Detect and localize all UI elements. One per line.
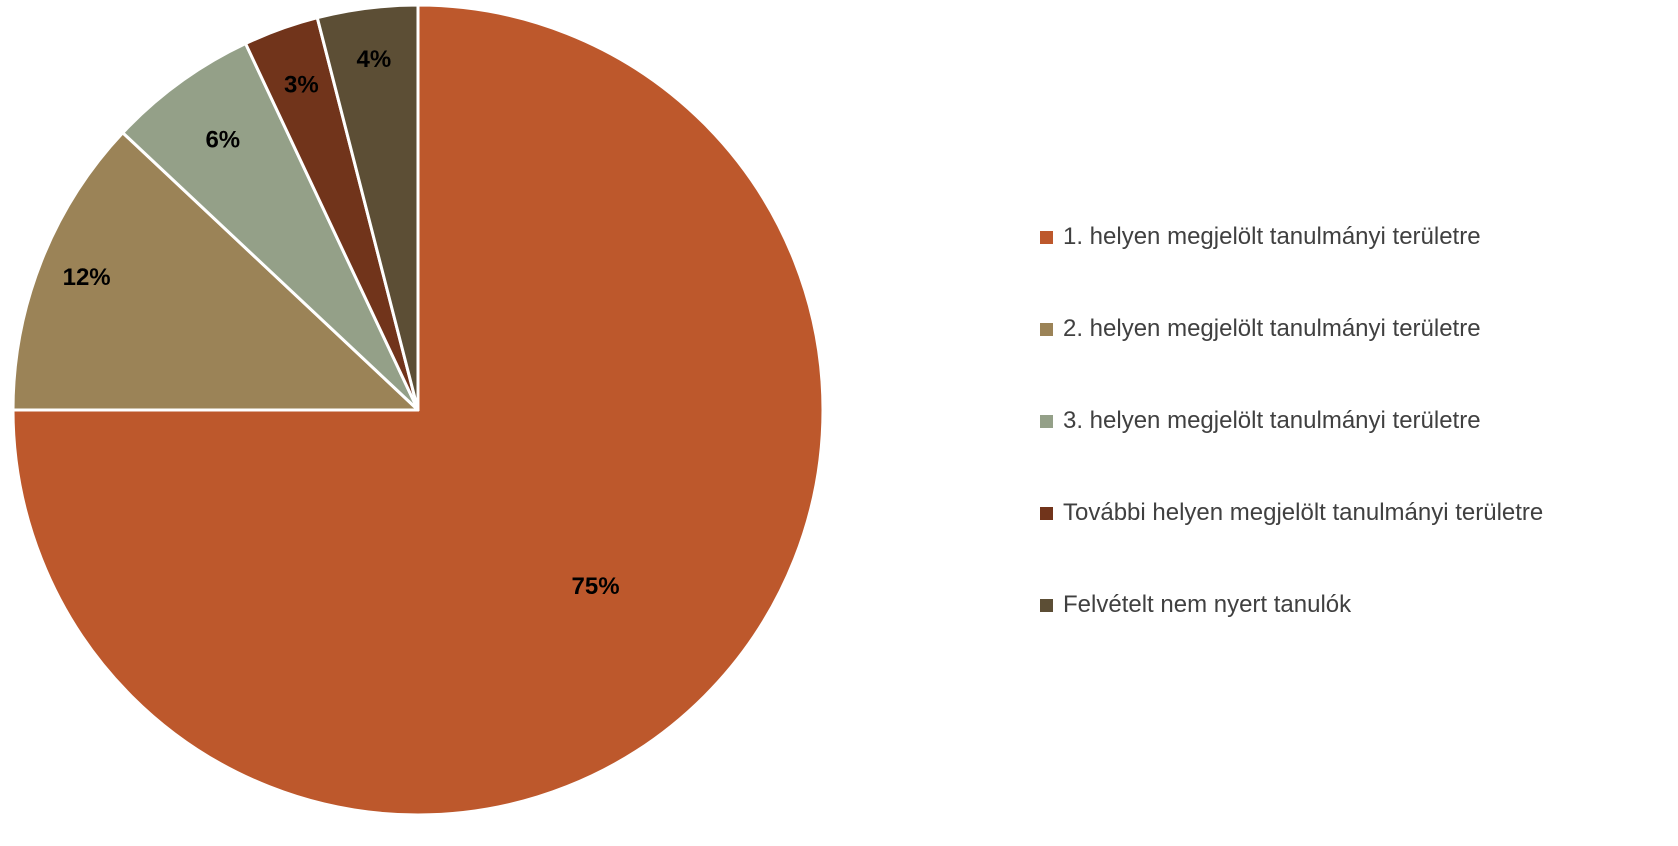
- legend-item: Felvételt nem nyert tanulók: [1040, 588, 1543, 622]
- pie-slice: [315, 3, 420, 412]
- legend-swatch: [1040, 322, 1053, 336]
- legend-label: További helyen megjelölt tanulmányi terü…: [1063, 499, 1544, 526]
- legend-label: 1. helyen megjelölt tanulmányi területre: [1063, 223, 1481, 250]
- pie-data-label: 12%: [63, 264, 111, 291]
- pie-data-label: 3%: [284, 71, 319, 98]
- legend-label: 3. helyen megjelölt tanulmányi területre: [1063, 407, 1481, 434]
- legend-swatch: [1040, 598, 1053, 612]
- legend-label: 2. helyen megjelölt tanulmányi területre: [1063, 315, 1481, 342]
- pie-chart: 75% 12% 6% 3% 4%: [11, 3, 825, 817]
- pie-data-label: 6%: [205, 127, 240, 154]
- legend-item: További helyen megjelölt tanulmányi terü…: [1040, 496, 1543, 530]
- pie-data-label: 75%: [572, 573, 620, 600]
- pie-slice: [121, 42, 420, 412]
- pie-slice: [11, 131, 420, 412]
- pie-data-labels: 75% 12% 6% 3% 4%: [63, 46, 620, 600]
- pie-data-label: 4%: [356, 46, 391, 73]
- legend-item: 2. helyen megjelölt tanulmányi területre: [1040, 312, 1543, 346]
- legend-item: 3. helyen megjelölt tanulmányi területre: [1040, 404, 1543, 438]
- legend: 1. helyen megjelölt tanulmányi területre…: [1040, 220, 1543, 680]
- legend-label: Felvételt nem nyert tanulók: [1063, 591, 1352, 618]
- pie-slices: [11, 3, 825, 817]
- legend-swatch: [1040, 506, 1053, 520]
- legend-swatch: [1040, 414, 1053, 428]
- legend-swatch: [1040, 230, 1053, 244]
- legend-item: 1. helyen megjelölt tanulmányi területre: [1040, 220, 1543, 254]
